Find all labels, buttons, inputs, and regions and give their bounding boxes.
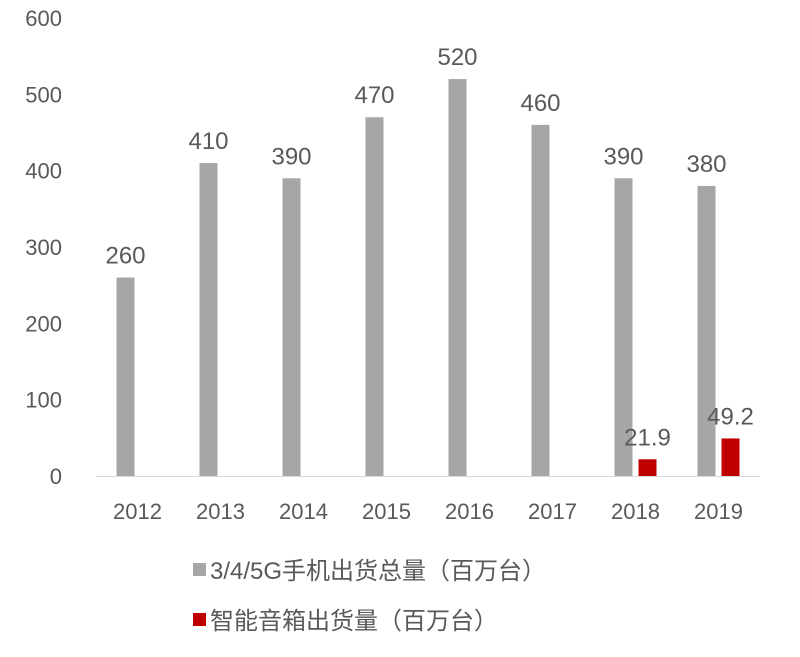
data-label: 260 bbox=[105, 243, 145, 270]
x-tick-label: 2014 bbox=[279, 499, 328, 524]
bar-phone bbox=[531, 124, 550, 476]
data-label: 390 bbox=[603, 143, 643, 170]
x-tick-label: 2017 bbox=[528, 499, 577, 524]
y-tick-label: 100 bbox=[25, 388, 62, 413]
y-tick-label: 300 bbox=[25, 235, 62, 260]
bar-speaker bbox=[638, 459, 657, 476]
x-tick-label: 2013 bbox=[196, 499, 245, 524]
y-tick-label: 500 bbox=[25, 82, 62, 107]
data-label: 390 bbox=[271, 143, 311, 170]
x-tick-label: 2019 bbox=[694, 499, 743, 524]
bar-phone bbox=[697, 185, 716, 476]
x-tick-label: 2012 bbox=[113, 499, 162, 524]
x-tick-label: 2015 bbox=[362, 499, 411, 524]
data-label: 49.2 bbox=[707, 403, 754, 430]
y-tick-label: 200 bbox=[25, 311, 62, 336]
data-label: 410 bbox=[188, 128, 228, 155]
bar-phone bbox=[199, 163, 218, 477]
data-label: 460 bbox=[520, 90, 560, 117]
legend-label: 智能音箱出货量（百万台） bbox=[210, 608, 498, 635]
x-tick-label: 2016 bbox=[445, 499, 494, 524]
bar-phone bbox=[614, 178, 633, 477]
legend-label: 3/4/5G手机出货总量（百万台） bbox=[210, 558, 546, 585]
bar-phone bbox=[116, 277, 135, 476]
data-label: 21.9 bbox=[624, 424, 671, 451]
y-tick-label: 600 bbox=[25, 6, 62, 31]
data-label: 380 bbox=[686, 151, 726, 178]
y-tick-label: 0 bbox=[50, 464, 62, 489]
y-tick-label: 400 bbox=[25, 159, 62, 184]
legend-swatch bbox=[193, 563, 206, 576]
x-tick-label: 2018 bbox=[611, 499, 660, 524]
bar-phone bbox=[282, 178, 301, 477]
data-label: 470 bbox=[354, 82, 394, 109]
bar-phone bbox=[448, 79, 467, 477]
bar-speaker bbox=[721, 438, 740, 476]
bar-phone bbox=[365, 117, 384, 476]
data-label: 520 bbox=[437, 44, 477, 71]
legend-swatch bbox=[193, 613, 206, 626]
